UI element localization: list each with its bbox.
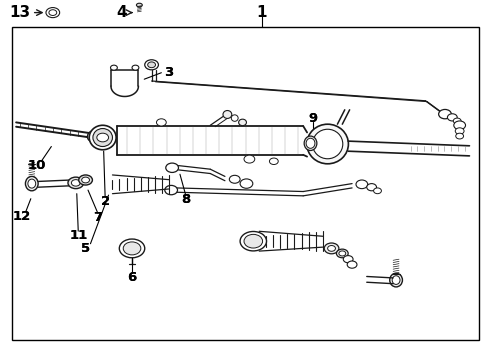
Circle shape [81,177,89,183]
Circle shape [244,155,254,163]
Circle shape [438,109,450,119]
Circle shape [68,177,83,189]
Circle shape [244,234,262,248]
Circle shape [455,133,463,139]
Circle shape [119,239,144,258]
Ellipse shape [389,273,402,287]
Text: 11: 11 [69,229,87,242]
Circle shape [453,121,465,130]
Circle shape [123,242,141,255]
Circle shape [46,8,60,18]
Ellipse shape [231,115,238,121]
Text: 5: 5 [81,242,90,255]
Circle shape [71,180,80,186]
Text: 13: 13 [9,5,30,20]
Ellipse shape [89,125,116,150]
Text: 10: 10 [27,159,46,172]
Circle shape [79,175,92,185]
Text: 2: 2 [101,195,109,208]
Ellipse shape [87,131,98,141]
Ellipse shape [312,129,342,159]
Text: 4: 4 [116,5,126,20]
Ellipse shape [28,179,36,188]
Circle shape [269,158,278,165]
Text: 8: 8 [181,193,190,206]
Text: 5: 5 [81,242,90,255]
Circle shape [327,246,335,251]
Ellipse shape [306,124,348,164]
Ellipse shape [93,129,112,147]
Circle shape [447,114,456,121]
Text: 3: 3 [164,66,173,78]
Bar [12,27,478,340]
Circle shape [49,10,57,15]
Circle shape [366,184,376,191]
Circle shape [355,180,367,189]
Text: 9: 9 [308,112,317,125]
Circle shape [164,185,177,195]
Ellipse shape [391,276,399,284]
Text: 12: 12 [13,210,31,222]
Circle shape [156,119,166,126]
Text: 11: 11 [69,229,87,242]
Text: 7: 7 [93,211,102,224]
Circle shape [452,118,460,124]
Text: 1: 1 [256,5,266,20]
Text: 6: 6 [127,271,136,284]
Circle shape [144,60,158,70]
Text: 8: 8 [181,193,190,206]
Ellipse shape [25,176,38,191]
Circle shape [165,163,178,172]
Text: 6: 6 [127,271,136,284]
Text: 12: 12 [13,210,31,222]
Circle shape [240,231,266,251]
Circle shape [229,175,240,183]
Circle shape [110,65,117,70]
Text: 7: 7 [93,211,102,224]
Circle shape [454,128,463,134]
Text: 10: 10 [27,159,46,172]
Text: 3: 3 [164,66,173,78]
Circle shape [132,65,139,70]
Ellipse shape [305,138,314,148]
Circle shape [240,179,252,188]
Circle shape [97,133,108,142]
Ellipse shape [136,3,142,7]
Circle shape [336,249,347,258]
Circle shape [338,251,345,256]
Text: 9: 9 [308,112,317,125]
Circle shape [324,243,338,254]
Circle shape [343,256,352,263]
Ellipse shape [304,136,316,150]
Ellipse shape [223,111,231,118]
Text: 2: 2 [101,195,109,208]
Ellipse shape [238,119,246,126]
Circle shape [147,62,155,68]
Circle shape [373,188,381,194]
Circle shape [346,261,356,268]
